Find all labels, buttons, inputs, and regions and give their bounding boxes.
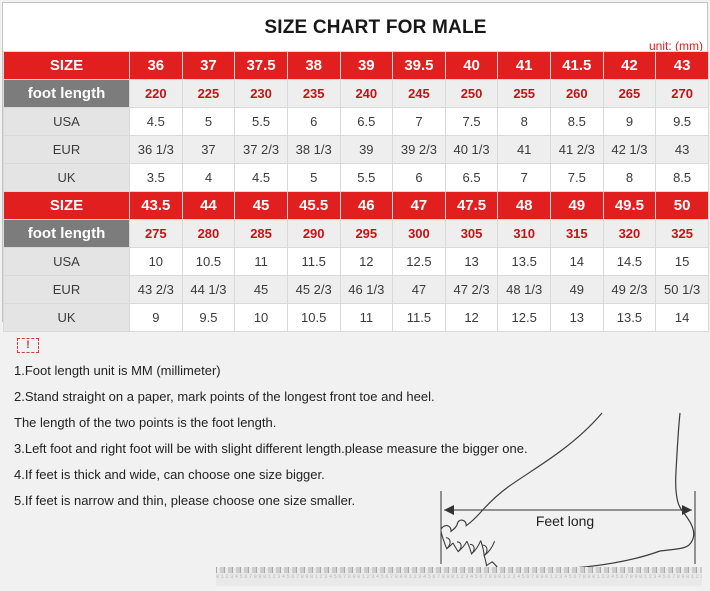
svg-text:Feet long: Feet long: [536, 513, 594, 529]
